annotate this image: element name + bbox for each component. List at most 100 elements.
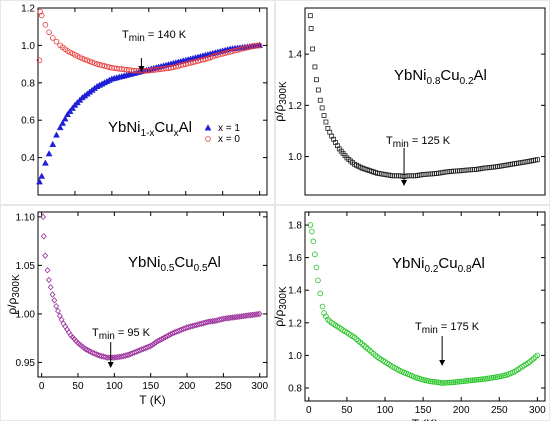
- data-point: [534, 157, 540, 163]
- data-point: [147, 342, 154, 350]
- data-point: [441, 380, 447, 386]
- data-point: [323, 119, 329, 125]
- y-axis-label: ρ/ρ300K: [5, 274, 22, 315]
- legend-marker: [205, 136, 211, 142]
- panel-b: 1.0 1.2 1.4 ρ/ρ300K YbNi0.8Cu0.2Al Tmin = 125…: [272, 0, 550, 205]
- y-tick-label: 1.05: [16, 261, 36, 272]
- data-point: [99, 62, 105, 69]
- data-point: [145, 343, 152, 350]
- data-point: [205, 55, 211, 62]
- data-point: [466, 377, 472, 384]
- data-point: [155, 337, 161, 345]
- data-point: [37, 8, 44, 15]
- data-point: [224, 49, 231, 56]
- data-point: [353, 336, 360, 342]
- data-point: [448, 379, 455, 386]
- data-point: [355, 337, 362, 344]
- data-point: [61, 115, 69, 122]
- panel-border: [0, 0, 275, 205]
- data-point: [190, 59, 196, 66]
- plot-frame: [37, 7, 268, 196]
- data-point: [469, 377, 476, 384]
- data-point: [195, 58, 201, 64]
- data-point: [165, 332, 172, 339]
- data-point: [40, 213, 47, 221]
- data-point: [314, 77, 319, 83]
- y-tick-label: 1.00: [16, 309, 36, 320]
- data-point: [153, 339, 160, 346]
- compound-label: YbNi0.8Cu0.2Al: [394, 67, 487, 87]
- data-point: [84, 57, 91, 64]
- data-point: [64, 110, 71, 118]
- data-point: [214, 52, 221, 58]
- data-point: [175, 63, 182, 69]
- data-point: [370, 350, 377, 357]
- data-point: [483, 375, 489, 382]
- data-point: [51, 297, 58, 304]
- data-point: [446, 379, 453, 386]
- tmin-arrowhead: [401, 180, 408, 186]
- data-point: [229, 48, 236, 55]
- data-point: [368, 349, 375, 355]
- data-point: [56, 123, 64, 131]
- data-point: [101, 63, 108, 69]
- data-point: [433, 379, 440, 385]
- data-point: [66, 107, 74, 114]
- data-point: [319, 105, 325, 111]
- data-point: [164, 333, 170, 340]
- tmin-arrowhead: [138, 66, 145, 72]
- data-point: [431, 379, 438, 385]
- data-point: [528, 357, 535, 364]
- data-point: [473, 377, 480, 383]
- data-point: [232, 47, 238, 54]
- data-point: [89, 59, 95, 66]
- x-tick-label: 250: [491, 405, 508, 416]
- data-point: [321, 113, 327, 118]
- data-point: [93, 351, 100, 358]
- x-axis-label: T (K): [412, 417, 438, 421]
- series: [40, 213, 263, 361]
- legend-label: x = 0: [218, 134, 240, 145]
- data-point: [439, 380, 445, 386]
- data-point: [91, 60, 98, 66]
- data-point: [49, 140, 57, 147]
- plot-frame: [304, 211, 546, 402]
- data-point: [58, 316, 65, 323]
- data-point: [158, 335, 165, 343]
- y-tick-label: 1.4: [288, 50, 302, 61]
- panel-c: 0.95 1.00 1.05 1.10 0 50 100 150 200 250 300 ρ/ρ300…: [0, 205, 275, 421]
- tmin-arrowhead: [439, 360, 446, 366]
- y-tick-label: 1.0: [21, 41, 35, 52]
- data-point: [104, 63, 110, 70]
- data-point: [460, 378, 466, 385]
- data-point: [450, 379, 457, 386]
- data-point: [452, 379, 459, 385]
- tmin-label: Tmin = 125 K: [386, 135, 451, 150]
- data-point: [312, 64, 318, 70]
- data-point: [526, 359, 533, 365]
- data-point: [207, 54, 214, 61]
- data-point: [359, 341, 365, 347]
- data-point: [53, 302, 60, 310]
- data-point: [219, 51, 226, 57]
- data-point: [81, 56, 88, 63]
- x-tick-label: 100: [377, 405, 394, 416]
- y-tick-label: 1.4: [288, 286, 302, 297]
- compound-label: YbNi1-xCuxAl: [108, 119, 192, 139]
- y-tick-label: 1.2: [288, 101, 302, 112]
- x-tick-label: 50: [341, 405, 353, 416]
- panel-border: [275, 205, 550, 421]
- data-point: [170, 64, 177, 71]
- data-point: [56, 312, 63, 320]
- data-point: [192, 58, 199, 65]
- data-point: [254, 310, 261, 318]
- data-point: [315, 277, 321, 284]
- data-point: [89, 349, 96, 356]
- data-point: [94, 61, 100, 67]
- data-point: [312, 251, 318, 258]
- x-tick-label: 300: [251, 381, 268, 392]
- data-point: [210, 53, 216, 60]
- data-point: [477, 376, 484, 383]
- data-point: [182, 61, 189, 67]
